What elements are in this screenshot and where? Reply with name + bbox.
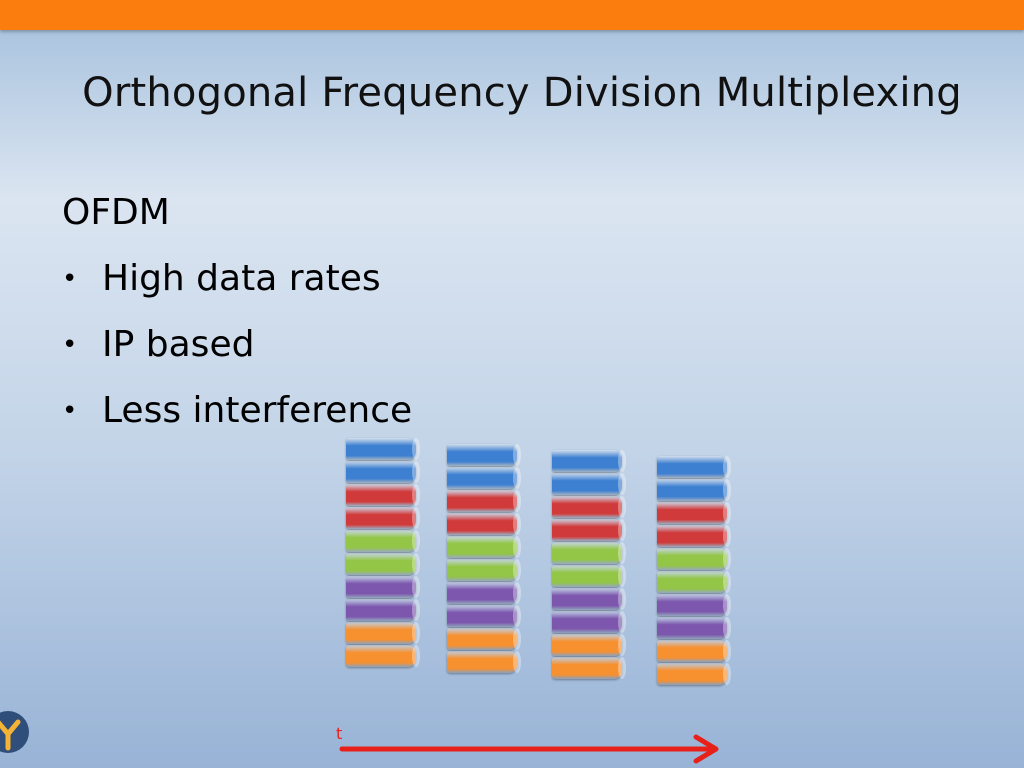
bullet-item: • High data rates <box>62 256 412 302</box>
subcarrier-block-orange <box>447 628 521 650</box>
subcarrier-block-blue <box>552 450 626 472</box>
bullet-list: • High data rates • IP based • Less inte… <box>62 256 412 434</box>
body-heading: OFDM <box>62 192 170 233</box>
subcarrier-block-orange <box>447 651 521 673</box>
subcarrier-block-purple <box>552 588 626 610</box>
subcarrier-block-blue <box>346 461 420 483</box>
bullet-text: Less interference <box>102 390 413 431</box>
subcarrier-block-green <box>447 536 521 558</box>
subcarrier-block-purple <box>447 605 521 627</box>
subcarrier-block-orange <box>657 640 731 662</box>
subcarrier-block-red <box>447 513 521 535</box>
subcarrier-block-blue <box>657 456 731 478</box>
subcarrier-block-red <box>346 507 420 529</box>
subcarrier-block-blue <box>447 444 521 466</box>
subcarrier-block-green <box>657 571 731 593</box>
subcarrier-block-green <box>447 559 521 581</box>
subcarrier-block-orange <box>657 663 731 685</box>
subcarrier-block-purple <box>657 617 731 639</box>
subcarrier-stack <box>346 438 420 668</box>
subcarrier-block-green <box>346 530 420 552</box>
subcarrier-block-green <box>552 542 626 564</box>
subcarrier-block-red <box>552 519 626 541</box>
top-accent-bar <box>0 0 1024 30</box>
subcarrier-block-green <box>552 565 626 587</box>
subcarrier-block-red <box>657 502 731 524</box>
subcarrier-stack <box>447 444 521 674</box>
subcarrier-block-orange <box>552 657 626 679</box>
subcarrier-block-green <box>346 553 420 575</box>
time-axis-arrowhead-icon <box>693 734 719 764</box>
subcarrier-block-green <box>657 548 731 570</box>
subcarrier-block-orange <box>552 634 626 656</box>
subcarrier-stack <box>552 450 626 680</box>
slide-title: Orthogonal Frequency Division Multiplexi… <box>82 70 962 116</box>
subcarrier-block-blue <box>552 473 626 495</box>
subcarrier-block-blue <box>346 438 420 460</box>
slide-body: OFDM • High data rates • IP based • Less… <box>62 190 412 454</box>
bullet-dot-icon: • <box>62 396 78 426</box>
bullet-text: High data rates <box>102 258 381 299</box>
subcarrier-block-purple <box>346 599 420 621</box>
subcarrier-block-purple <box>447 582 521 604</box>
subcarrier-block-red <box>657 525 731 547</box>
company-logo-icon <box>0 711 29 753</box>
subcarrier-block-blue <box>447 467 521 489</box>
subcarrier-block-purple <box>346 576 420 598</box>
time-axis-label: t <box>336 724 343 743</box>
subcarrier-block-red <box>447 490 521 512</box>
subcarrier-block-orange <box>346 622 420 644</box>
subcarrier-block-blue <box>657 479 731 501</box>
subcarrier-block-purple <box>657 594 731 616</box>
bullet-dot-icon: • <box>62 264 78 294</box>
bullet-item: • Less interference <box>62 388 412 434</box>
subcarrier-block-orange <box>346 645 420 667</box>
subcarrier-block-red <box>346 484 420 506</box>
subcarrier-stack <box>657 456 731 686</box>
bullet-dot-icon: • <box>62 330 78 360</box>
subcarrier-block-purple <box>552 611 626 633</box>
subcarrier-block-red <box>552 496 626 518</box>
bullet-text: IP based <box>102 324 255 365</box>
bullet-item: • IP based <box>62 322 412 368</box>
